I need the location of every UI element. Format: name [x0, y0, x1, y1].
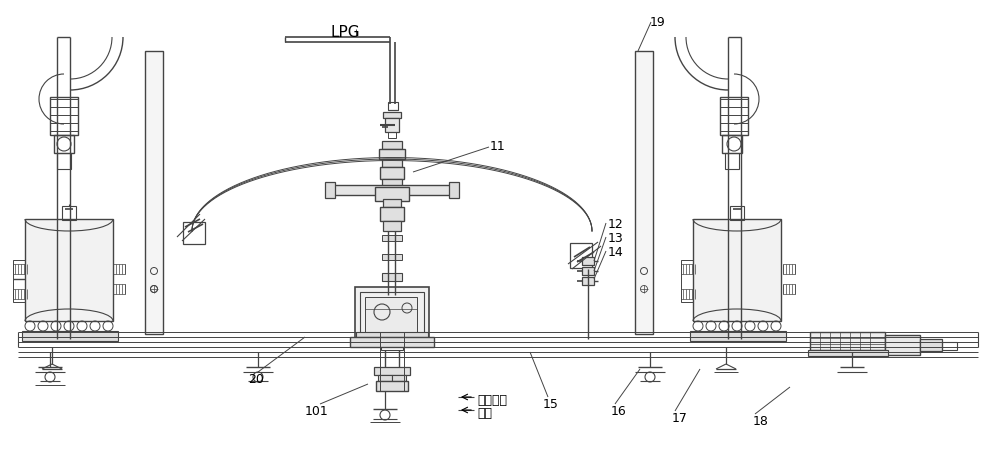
Bar	[380, 207, 404, 222]
Bar	[681, 289, 693, 299]
Text: 电源: 电源	[477, 406, 492, 419]
Bar	[582, 268, 594, 275]
Bar	[382, 180, 402, 187]
Bar	[693, 219, 781, 321]
Text: LPG: LPG	[330, 25, 360, 40]
Bar	[582, 258, 594, 265]
Bar	[13, 260, 25, 302]
Bar	[783, 284, 795, 294]
Bar	[379, 150, 405, 160]
Text: 15: 15	[543, 397, 559, 410]
Bar	[374, 367, 410, 375]
Bar	[325, 182, 335, 198]
Bar	[392, 375, 406, 381]
Bar	[360, 293, 424, 337]
Bar	[783, 264, 795, 274]
Bar	[725, 154, 739, 170]
Bar	[13, 289, 25, 299]
Text: 14: 14	[608, 245, 624, 258]
Bar	[713, 331, 753, 339]
Bar	[385, 119, 399, 133]
Bar	[383, 113, 401, 119]
Bar	[382, 273, 402, 281]
Bar	[730, 207, 744, 221]
Bar	[62, 207, 76, 221]
Bar	[383, 222, 401, 232]
Bar	[356, 332, 428, 337]
Bar	[635, 52, 653, 334]
Bar	[449, 182, 459, 198]
Text: 13: 13	[608, 232, 624, 244]
Text: 16: 16	[611, 404, 627, 417]
Text: 20: 20	[248, 372, 264, 385]
Text: 101: 101	[305, 404, 329, 417]
Bar	[383, 200, 401, 207]
Bar	[382, 254, 402, 260]
Bar	[388, 103, 398, 111]
Bar	[722, 136, 742, 154]
Bar	[570, 243, 592, 268]
Text: 12: 12	[608, 217, 624, 231]
Text: 19: 19	[650, 16, 666, 29]
Bar	[45, 331, 85, 339]
Bar	[145, 52, 163, 334]
Bar	[382, 236, 402, 242]
Bar	[690, 331, 786, 341]
Bar	[365, 298, 417, 332]
Text: 17: 17	[672, 411, 688, 424]
Bar	[382, 142, 402, 150]
Bar	[381, 342, 403, 350]
Bar	[113, 264, 125, 274]
Bar	[350, 337, 434, 347]
Bar	[25, 219, 113, 321]
Bar	[57, 154, 71, 170]
Bar	[681, 264, 693, 274]
Bar	[582, 278, 594, 285]
Bar	[808, 350, 888, 356]
Bar	[885, 335, 920, 355]
Text: 11: 11	[490, 140, 506, 153]
Bar	[50, 98, 78, 136]
Bar	[810, 332, 885, 350]
Bar	[720, 98, 748, 136]
Bar	[355, 288, 429, 342]
Bar	[378, 375, 392, 381]
Bar	[375, 187, 409, 202]
Bar	[382, 160, 402, 167]
Text: 18: 18	[753, 414, 769, 427]
Bar	[13, 264, 25, 274]
Bar	[113, 284, 125, 294]
Bar	[330, 186, 454, 196]
Bar	[54, 136, 74, 154]
Bar	[920, 339, 942, 351]
Bar	[376, 381, 408, 391]
Bar	[22, 331, 118, 341]
Bar	[942, 342, 957, 350]
Bar	[388, 133, 396, 139]
Bar	[681, 260, 693, 302]
Bar	[380, 167, 404, 180]
Text: 压缩空气: 压缩空气	[477, 393, 507, 406]
Bar	[183, 222, 205, 244]
